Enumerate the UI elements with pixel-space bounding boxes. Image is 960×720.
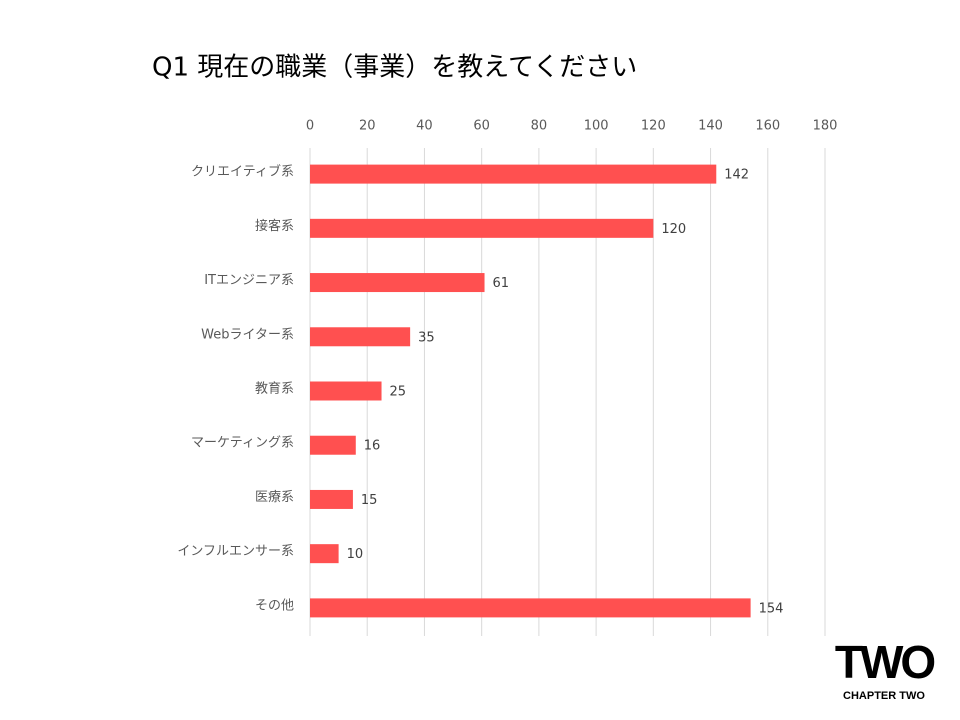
x-tick-label: 120 [641,119,666,134]
x-tick-label: 20 [359,119,376,134]
value-label: 16 [364,439,381,454]
logo-caption: CHAPTER TWO [843,690,925,702]
bar [310,273,485,293]
y-tick-label: 医療系 [255,490,294,505]
bar [310,327,411,347]
bar [310,598,751,618]
bar [310,381,382,401]
value-label: 154 [759,601,784,616]
x-tick-label: 80 [531,119,548,134]
bar [310,435,356,455]
y-tick-label: 教育系 [255,381,294,397]
y-tick-label: マーケティング系 [191,436,294,451]
chart-title: Q1 現在の職業（事業）を教えてください [152,53,637,83]
logo-mark: TWO [835,636,935,688]
x-tick-label: 100 [584,119,609,134]
y-tick-label: 接客系 [255,218,294,234]
x-tick-label: 180 [813,119,838,134]
value-label: 61 [493,276,510,291]
x-tick-label: 40 [416,119,433,134]
y-tick-label: クリエイティブ系 [191,164,294,180]
x-tick-label: 0 [306,119,314,134]
y-tick-label: インフルエンサー系 [177,544,294,559]
value-label: 35 [418,330,435,345]
bar [310,544,339,564]
x-tick-label: 140 [698,119,723,134]
x-tick-label: 160 [755,119,780,134]
value-label: 142 [724,168,749,183]
value-label: 15 [361,493,378,508]
value-label: 10 [347,547,364,562]
y-tick-label: その他 [255,598,294,613]
value-label: 25 [390,385,407,400]
bar [310,218,654,238]
y-tick-label: ITエンジニア系 [204,273,294,288]
bar [310,164,717,184]
y-tick-label: Webライター系 [201,327,294,342]
value-label: 120 [661,222,686,237]
x-tick-label: 60 [473,119,490,134]
bar [310,489,353,509]
